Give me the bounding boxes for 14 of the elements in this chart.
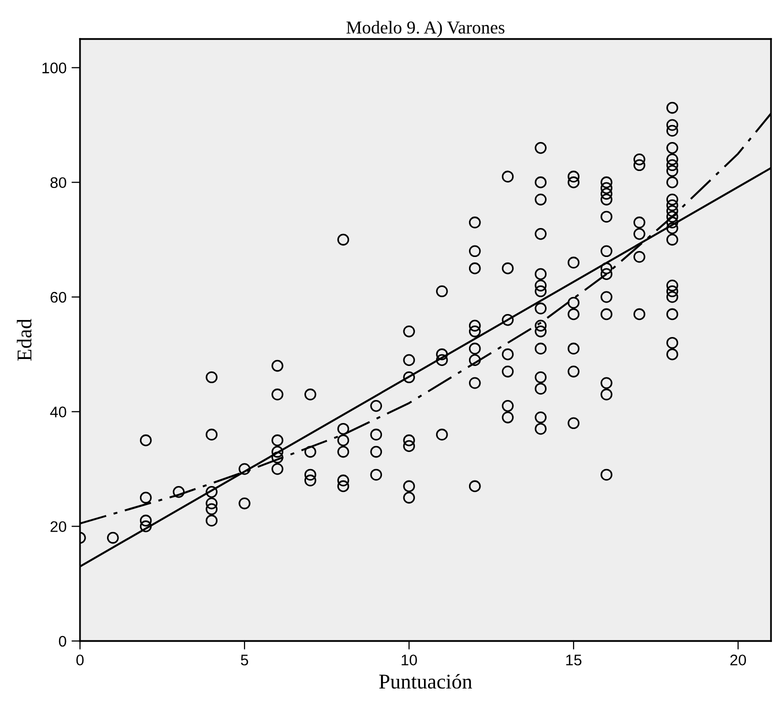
y-tick-label: 0 bbox=[58, 636, 66, 647]
x-tick-label: 5 bbox=[240, 654, 248, 666]
chart-title: Modelo 9. A) Varones bbox=[346, 20, 504, 38]
y-tick-label: 40 bbox=[50, 406, 66, 418]
x-tick-label: 10 bbox=[402, 654, 417, 666]
x-tick-label: 15 bbox=[566, 654, 582, 666]
y-tick-label: 20 bbox=[50, 521, 66, 532]
y-tick-label: 100 bbox=[42, 62, 66, 74]
y-axis-title: Edad bbox=[16, 318, 32, 361]
x-tick-label: 0 bbox=[76, 654, 84, 666]
x-axis-title: Puntuación bbox=[379, 674, 472, 689]
y-tick-label: 60 bbox=[50, 292, 66, 303]
y-tick-label: 80 bbox=[50, 177, 66, 188]
x-tick-label: 20 bbox=[730, 654, 746, 666]
